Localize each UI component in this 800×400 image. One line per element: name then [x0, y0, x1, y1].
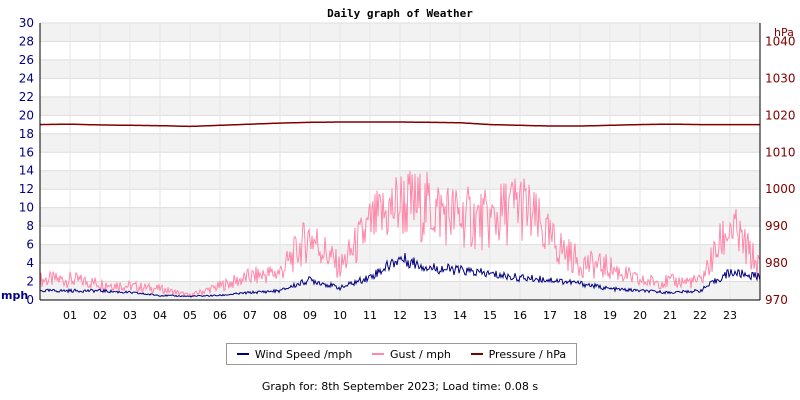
x-tick-label: 09: [303, 309, 317, 322]
left-tick-label: 4: [26, 256, 34, 270]
right-tick-label: 1040: [765, 34, 796, 48]
x-tick-label: 11: [363, 309, 377, 322]
x-tick-label: 14: [453, 309, 467, 322]
x-tick-label: 04: [153, 309, 167, 322]
x-tick-label: 23: [723, 309, 737, 322]
x-tick-label: 17: [543, 309, 557, 322]
left-axis-unit: mph: [1, 289, 28, 302]
x-tick-label: 03: [123, 309, 137, 322]
x-tick-label: 21: [663, 309, 677, 322]
series-layer: [39, 121, 761, 298]
footer-status: Graph for: 8th September 2023; Load time…: [261, 380, 539, 393]
right-tick-label: 1020: [765, 108, 796, 122]
left-tick-label: 24: [19, 71, 34, 85]
legend-swatch-wind: [236, 353, 249, 355]
left-tick-label: 20: [19, 108, 34, 122]
gust-line: [39, 170, 761, 298]
x-tick-label: 02: [93, 309, 107, 322]
x-tick-label: 10: [333, 309, 347, 322]
left-tick-label: 28: [19, 34, 34, 48]
axes: [39, 23, 761, 301]
left-tick-label: 18: [19, 127, 34, 141]
legend-swatch-gust: [372, 353, 384, 355]
left-tick-label: 16: [19, 145, 34, 159]
legend-item-wind: Wind Speed /mph: [236, 347, 353, 361]
x-tick-label: 19: [603, 309, 617, 322]
left-tick-label: 22: [19, 90, 34, 104]
left-tick-label: 8: [26, 219, 34, 233]
pressure-line: [40, 121, 760, 128]
right-tick-label: 1030: [765, 71, 796, 85]
left-tick-label: 2: [26, 275, 34, 289]
tick-labels: 0246810121416182022242628309709809901000…: [19, 16, 796, 322]
right-tick-label: 1000: [765, 182, 796, 196]
left-tick-label: 14: [19, 164, 34, 178]
x-tick-label: 12: [393, 309, 407, 322]
legend-item-gust: Gust / mph: [372, 348, 451, 361]
x-tick-label: 20: [633, 309, 647, 322]
chart-title: Daily graph of Weather: [327, 7, 473, 20]
left-tick-label: 10: [19, 201, 34, 215]
right-axis-unit: hPa: [774, 26, 794, 39]
x-tick-label: 05: [183, 309, 197, 322]
x-tick-label: 13: [423, 309, 437, 322]
x-tick-label: 15: [483, 309, 497, 322]
left-tick-label: 30: [19, 16, 34, 30]
legend-swatch-pressure: [470, 353, 483, 355]
legend: Wind Speed /mph Gust / mph Pressure / hP…: [226, 343, 577, 365]
legend-label-pressure: Pressure / hPa: [488, 347, 567, 361]
x-tick-label: 06: [213, 309, 227, 322]
right-tick-label: 970: [765, 293, 788, 307]
left-tick-label: 26: [19, 53, 34, 67]
left-tick-label: 12: [19, 182, 34, 196]
right-tick-label: 1010: [765, 145, 796, 159]
x-tick-label: 22: [693, 309, 707, 322]
x-tick-label: 18: [573, 309, 587, 322]
legend-label-gust: Gust / mph: [390, 347, 451, 361]
x-tick-label: 07: [243, 309, 257, 322]
right-tick-label: 980: [765, 256, 788, 270]
x-tick-label: 01: [63, 309, 77, 322]
legend-label-wind: Wind Speed /mph: [254, 347, 353, 361]
weather-chart: 0246810121416182022242628309709809901000…: [1, 7, 796, 322]
legend-item-pressure: Pressure / hPa: [470, 347, 567, 361]
x-tick-label: 08: [273, 309, 287, 322]
wind-speed-line: [39, 253, 761, 298]
x-tick-label: 16: [513, 309, 527, 322]
right-tick-label: 990: [765, 219, 788, 233]
left-tick-label: 0: [26, 293, 34, 307]
left-tick-label: 6: [26, 238, 34, 252]
